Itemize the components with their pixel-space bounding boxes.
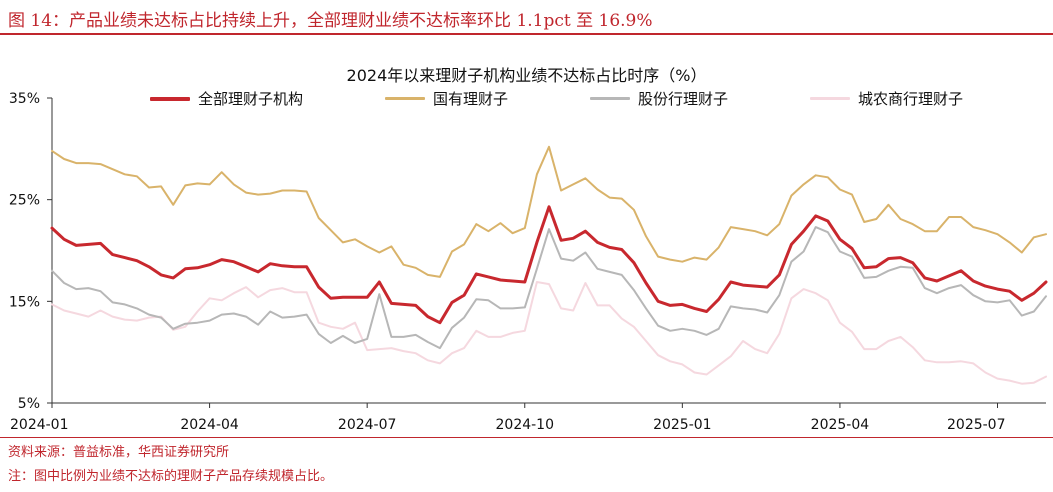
footnote: 注：图中比例为业绩不达标的理财子产品存续规模占比。	[8, 469, 334, 484]
x-tick-label: 2024-10	[496, 417, 555, 433]
legend-swatch-1	[385, 97, 425, 100]
title-rule	[0, 33, 1053, 35]
legend-label-2: 股份行理财子	[638, 90, 729, 108]
series-line-1	[51, 145, 1047, 278]
y-tick-label: 25%	[9, 193, 40, 209]
legend-label-0: 全部理财子机构	[198, 90, 304, 108]
x-tick-label: 2024-04	[180, 417, 239, 433]
x-tick-label: 2025-04	[811, 417, 870, 433]
legend-swatch-2	[590, 97, 630, 100]
legend-swatch-3	[810, 97, 850, 100]
legend-item-0: 全部理财子机构	[150, 88, 303, 109]
y-tick-label: 5%	[18, 396, 40, 412]
x-tick-label: 2024-07	[338, 417, 397, 433]
footer-rule	[0, 437, 1053, 438]
x-tick-label: 2024-01	[10, 417, 69, 433]
source-note: 资料来源：普益标准，华西证券研究所	[8, 445, 230, 460]
legend-item-3: 城农商行理财子	[810, 88, 963, 109]
legend-item-2: 股份行理财子	[590, 88, 728, 109]
legend-swatch-0	[150, 96, 190, 101]
y-tick-label: 15%	[9, 294, 40, 310]
chart-title: 2024年以来理财子机构业绩不达标占比时序（%）	[346, 66, 707, 85]
legend-label-3: 城农商行理财子	[858, 90, 964, 108]
series-line-0	[50, 205, 1048, 325]
series-line-2	[51, 226, 1047, 350]
series-line-3	[51, 281, 1047, 385]
figure-title: 图 14：产品业绩未达标占比持续上升，全部理财业绩不达标率环比 1.1pct 至…	[8, 11, 653, 31]
y-tick-label: 35%	[9, 91, 40, 107]
x-tick-label: 2025-01	[653, 417, 712, 433]
legend-item-1: 国有理财子	[385, 88, 508, 109]
x-tick-label: 2025-07	[947, 417, 1006, 433]
legend-label-1: 国有理财子	[433, 90, 509, 108]
